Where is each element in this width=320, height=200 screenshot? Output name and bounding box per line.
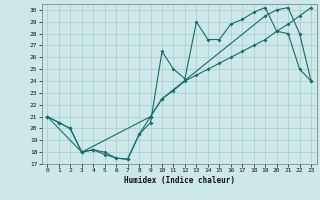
X-axis label: Humidex (Indice chaleur): Humidex (Indice chaleur) <box>124 176 235 185</box>
